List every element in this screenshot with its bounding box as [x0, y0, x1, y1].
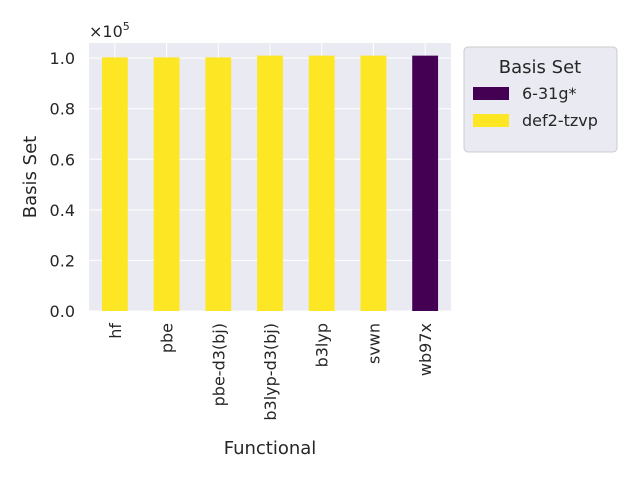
x-tick-labels: hf pbe pbe-d3(bj) b3lyp-d3(bj) b3lyp svwn wb97… — [106, 323, 435, 421]
y-tick-label: 0.2 — [50, 251, 75, 270]
bar-b3lyp — [308, 55, 335, 311]
x-tick-label: hf — [106, 323, 125, 339]
y-offset-exponent: 5 — [123, 20, 130, 33]
bar-wb97x — [412, 55, 439, 311]
y-tick-label: 1.0 — [50, 49, 75, 68]
legend-swatch — [473, 87, 509, 100]
x-tick-label: svwn — [364, 323, 383, 364]
bar-b3lyp-d3(bj) — [257, 55, 283, 311]
x-tick-label: pbe — [158, 323, 177, 353]
legend: Basis Set 6-31g* def2-tzvp — [463, 46, 618, 153]
bar-svwn — [360, 55, 387, 311]
y-tick-labels: 0.0 0.2 0.4 0.6 0.8 1.0 — [50, 49, 75, 321]
legend-label: def2-tzvp — [522, 111, 598, 130]
bars — [101, 55, 439, 312]
y-offset-label: ×105 — [89, 20, 130, 41]
x-axis-label: Functional — [224, 438, 317, 459]
bar-pbe — [153, 57, 180, 312]
bar-pbe-d3(bj) — [205, 57, 232, 312]
y-axis-label: Basis Set — [20, 136, 41, 218]
x-tick-label: b3lyp-d3(bj) — [261, 323, 280, 421]
legend-swatch — [473, 114, 509, 127]
legend-title: Basis Set — [499, 57, 581, 78]
x-tick-label: b3lyp — [313, 323, 332, 367]
x-tick-label: pbe-d3(bj) — [209, 323, 228, 406]
legend-entries: 6-31g* def2-tzvp — [473, 84, 598, 130]
y-tick-label: 0.6 — [50, 150, 75, 169]
x-tick-label: wb97x — [416, 323, 435, 376]
y-tick-label: 0.8 — [50, 100, 75, 119]
bar-hf — [101, 57, 128, 312]
y-tick-label: 0.0 — [50, 302, 75, 321]
y-tick-label: 0.4 — [50, 201, 75, 220]
legend-label: 6-31g* — [522, 84, 576, 103]
